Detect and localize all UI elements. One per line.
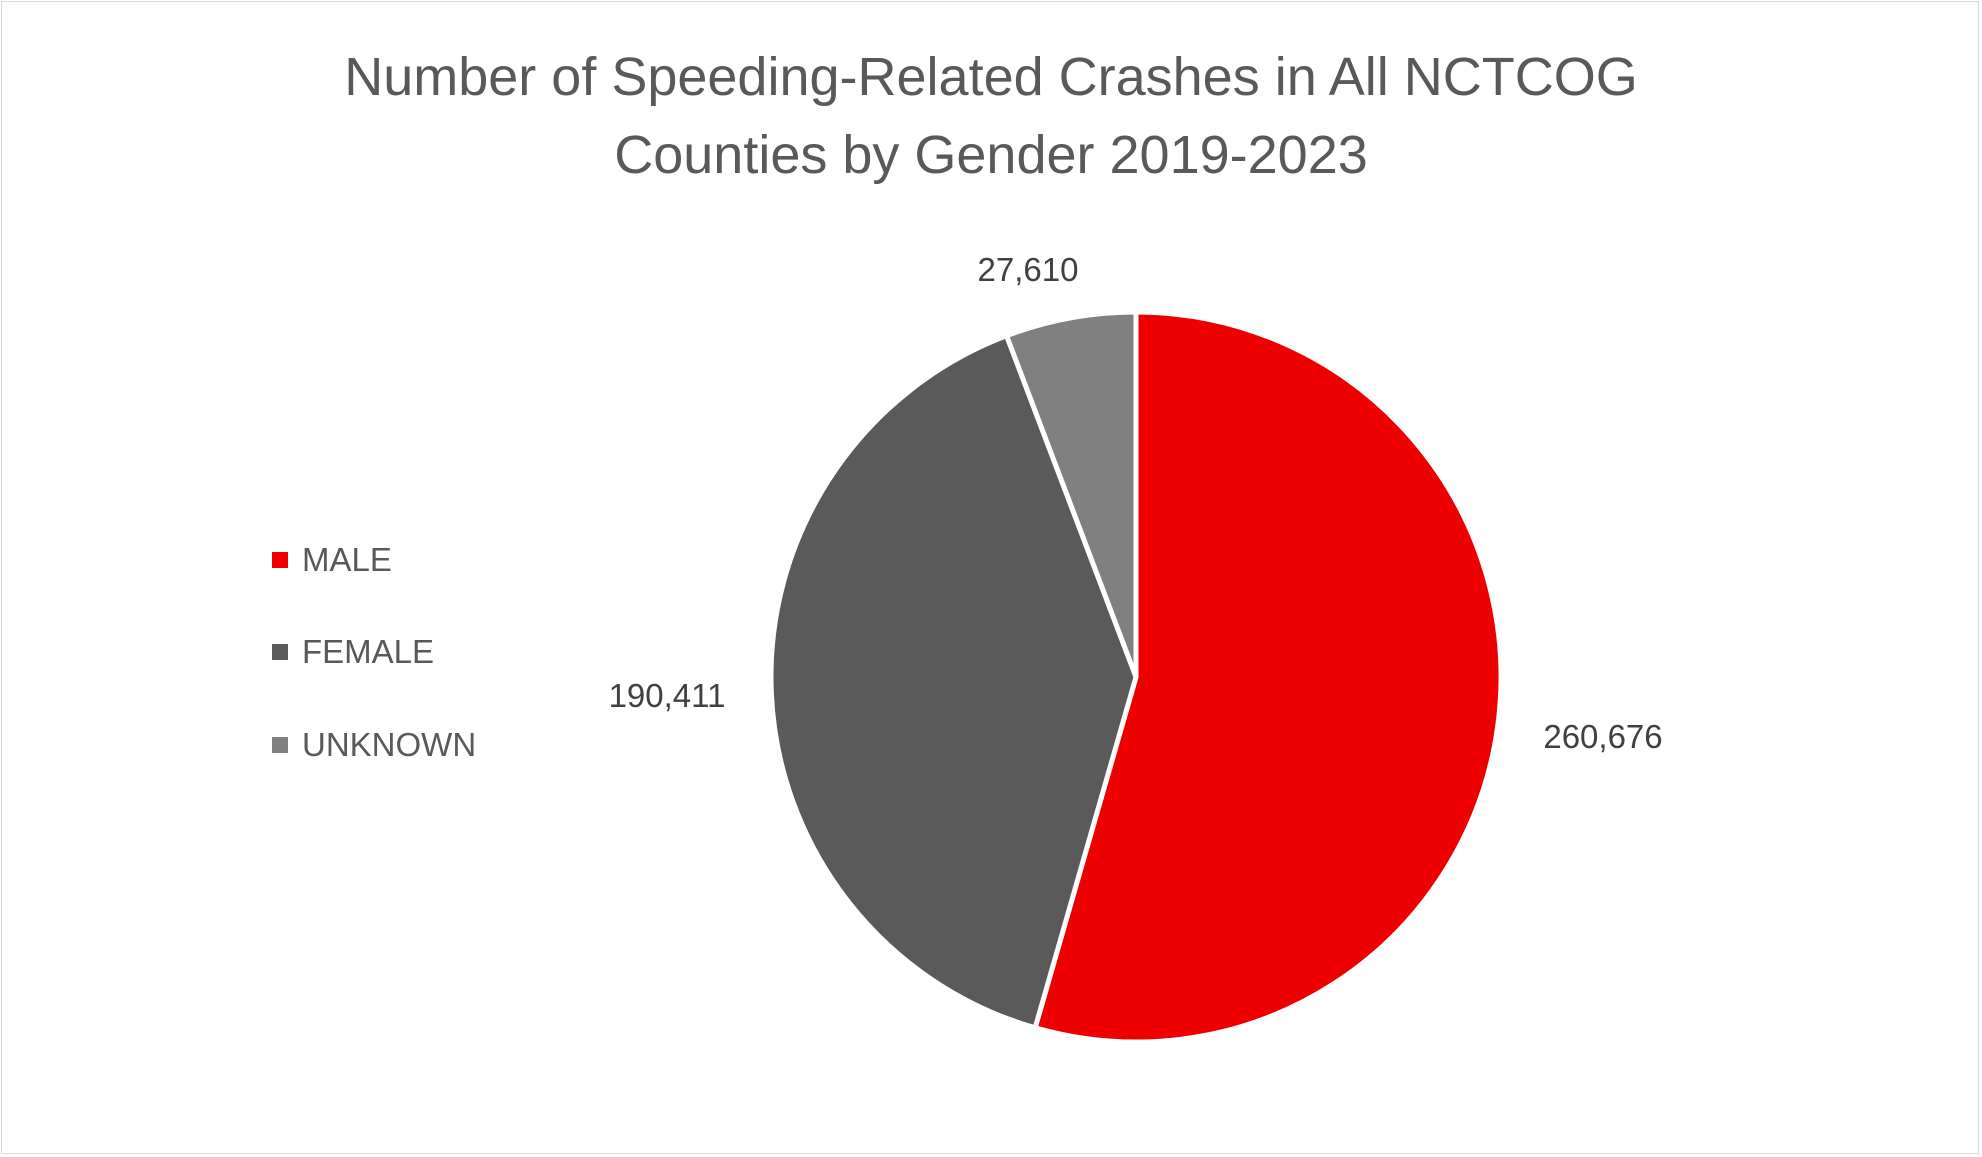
legend-swatch-female <box>272 644 288 660</box>
pie-slice-female <box>768 333 1139 1031</box>
legend-label-male: MALE <box>302 541 392 578</box>
pie-slice-male <box>1032 309 1504 1045</box>
chart-title-line-2: Counties by Gender 2019-2023 <box>614 125 1368 185</box>
legend-item-female: FEMALE <box>272 633 434 671</box>
data-label-female: 190,411 <box>609 677 726 714</box>
legend-swatch-male <box>272 552 288 568</box>
pie-slice-unknown <box>1004 309 1139 680</box>
data-label-unknown: 27,610 <box>978 251 1079 288</box>
legend-swatch-unknown <box>272 737 288 753</box>
chart-title-line-1: Number of Speeding-Related Crashes in Al… <box>344 47 1638 107</box>
legend-item-male: MALE <box>272 541 392 579</box>
data-label-male: 260,676 <box>1543 718 1662 755</box>
legend-label-female: FEMALE <box>302 633 435 670</box>
legend-item-unknown: UNKNOWN <box>272 726 476 764</box>
legend-label-unknown: UNKNOWN <box>302 726 477 763</box>
chart-title: Number of Speeding-Related Crashes in Al… <box>0 38 1982 194</box>
